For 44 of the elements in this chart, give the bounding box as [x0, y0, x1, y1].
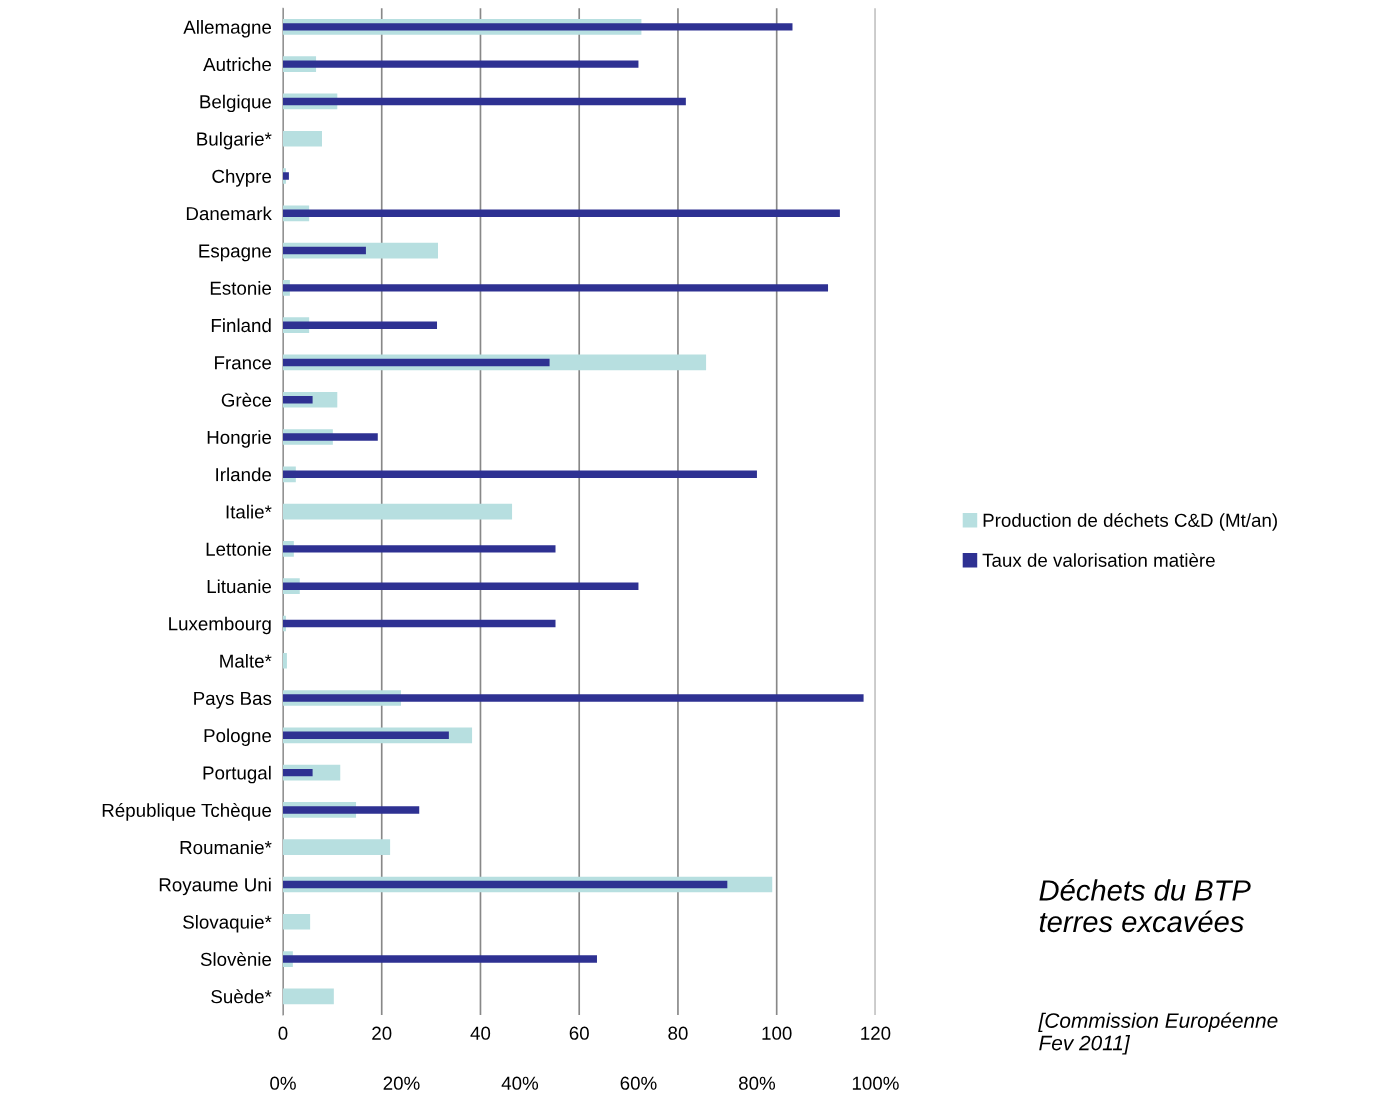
y-tick-label: Bulgarie*: [197, 131, 272, 150]
y-tick-label: Lettonie: [206, 542, 272, 556]
legend-label: Taux de valorisation matière: [982, 552, 1215, 567]
x-tick-label: 100: [762, 1026, 792, 1040]
y-tick-label: Slovaquie*: [183, 914, 272, 933]
y-tick-label: Autriche: [203, 57, 272, 72]
y-tick-label: Pays Bas: [194, 691, 272, 709]
y-tick-label: Hongrie: [207, 430, 272, 448]
x-tick-label: 20: [372, 1026, 392, 1040]
y-tick-label: Lituanie: [207, 579, 272, 594]
x-tick-label: 80: [668, 1026, 688, 1040]
y-tick-label: Roumanie*: [180, 840, 272, 855]
y-tick-label: Suède*: [211, 989, 272, 1004]
legend-label: Production de déchets C&D (Mt/an): [983, 512, 1277, 531]
y-tick-label: Grèce: [221, 392, 272, 407]
x2-tick-label: 100%: [852, 1076, 899, 1090]
y-tick-label: Allemagne: [183, 20, 272, 38]
y-tick-label: Pologne: [204, 728, 272, 747]
x2-tick-label: 0%: [270, 1076, 296, 1090]
x2-tick-label: 80%: [738, 1076, 776, 1090]
x2-tick-label: 20%: [383, 1076, 420, 1090]
y-tick-label: Slovènie: [200, 952, 272, 967]
x-tick-label: 120: [861, 1026, 891, 1040]
y-tick-label: Luxembourg: [169, 616, 271, 635]
x-tick-label: 0: [278, 1026, 288, 1040]
text: Déchets du BTP terres excavées: [1039, 879, 1251, 933]
text: [Commission Européenne Fev 2011]: [1038, 1012, 1278, 1055]
y-tick-label: Portugal: [203, 765, 271, 784]
y-tick-label: Malte*: [220, 653, 272, 668]
x-tick-label: 60: [569, 1026, 589, 1040]
y-tick-label: Chypre: [212, 169, 272, 187]
y-tick-label: Finland: [211, 318, 271, 333]
y-tick-label: Royaume Uni: [159, 877, 271, 896]
y-tick-label: Estonie: [210, 281, 272, 295]
x-tick-label: 40: [470, 1026, 491, 1040]
y-tick-label: Danemark: [186, 206, 272, 221]
y-tick-label: Belgique: [200, 94, 272, 113]
x2-tick-label: 40%: [501, 1076, 539, 1090]
y-tick-label: République Tchèque: [102, 803, 272, 821]
y-tick-label: Irlande: [216, 467, 272, 482]
x2-tick-label: 60%: [620, 1076, 657, 1090]
y-tick-label: Italie*: [226, 504, 272, 519]
y-tick-label: France: [215, 356, 272, 370]
y-tick-label: Espagne: [199, 244, 272, 262]
